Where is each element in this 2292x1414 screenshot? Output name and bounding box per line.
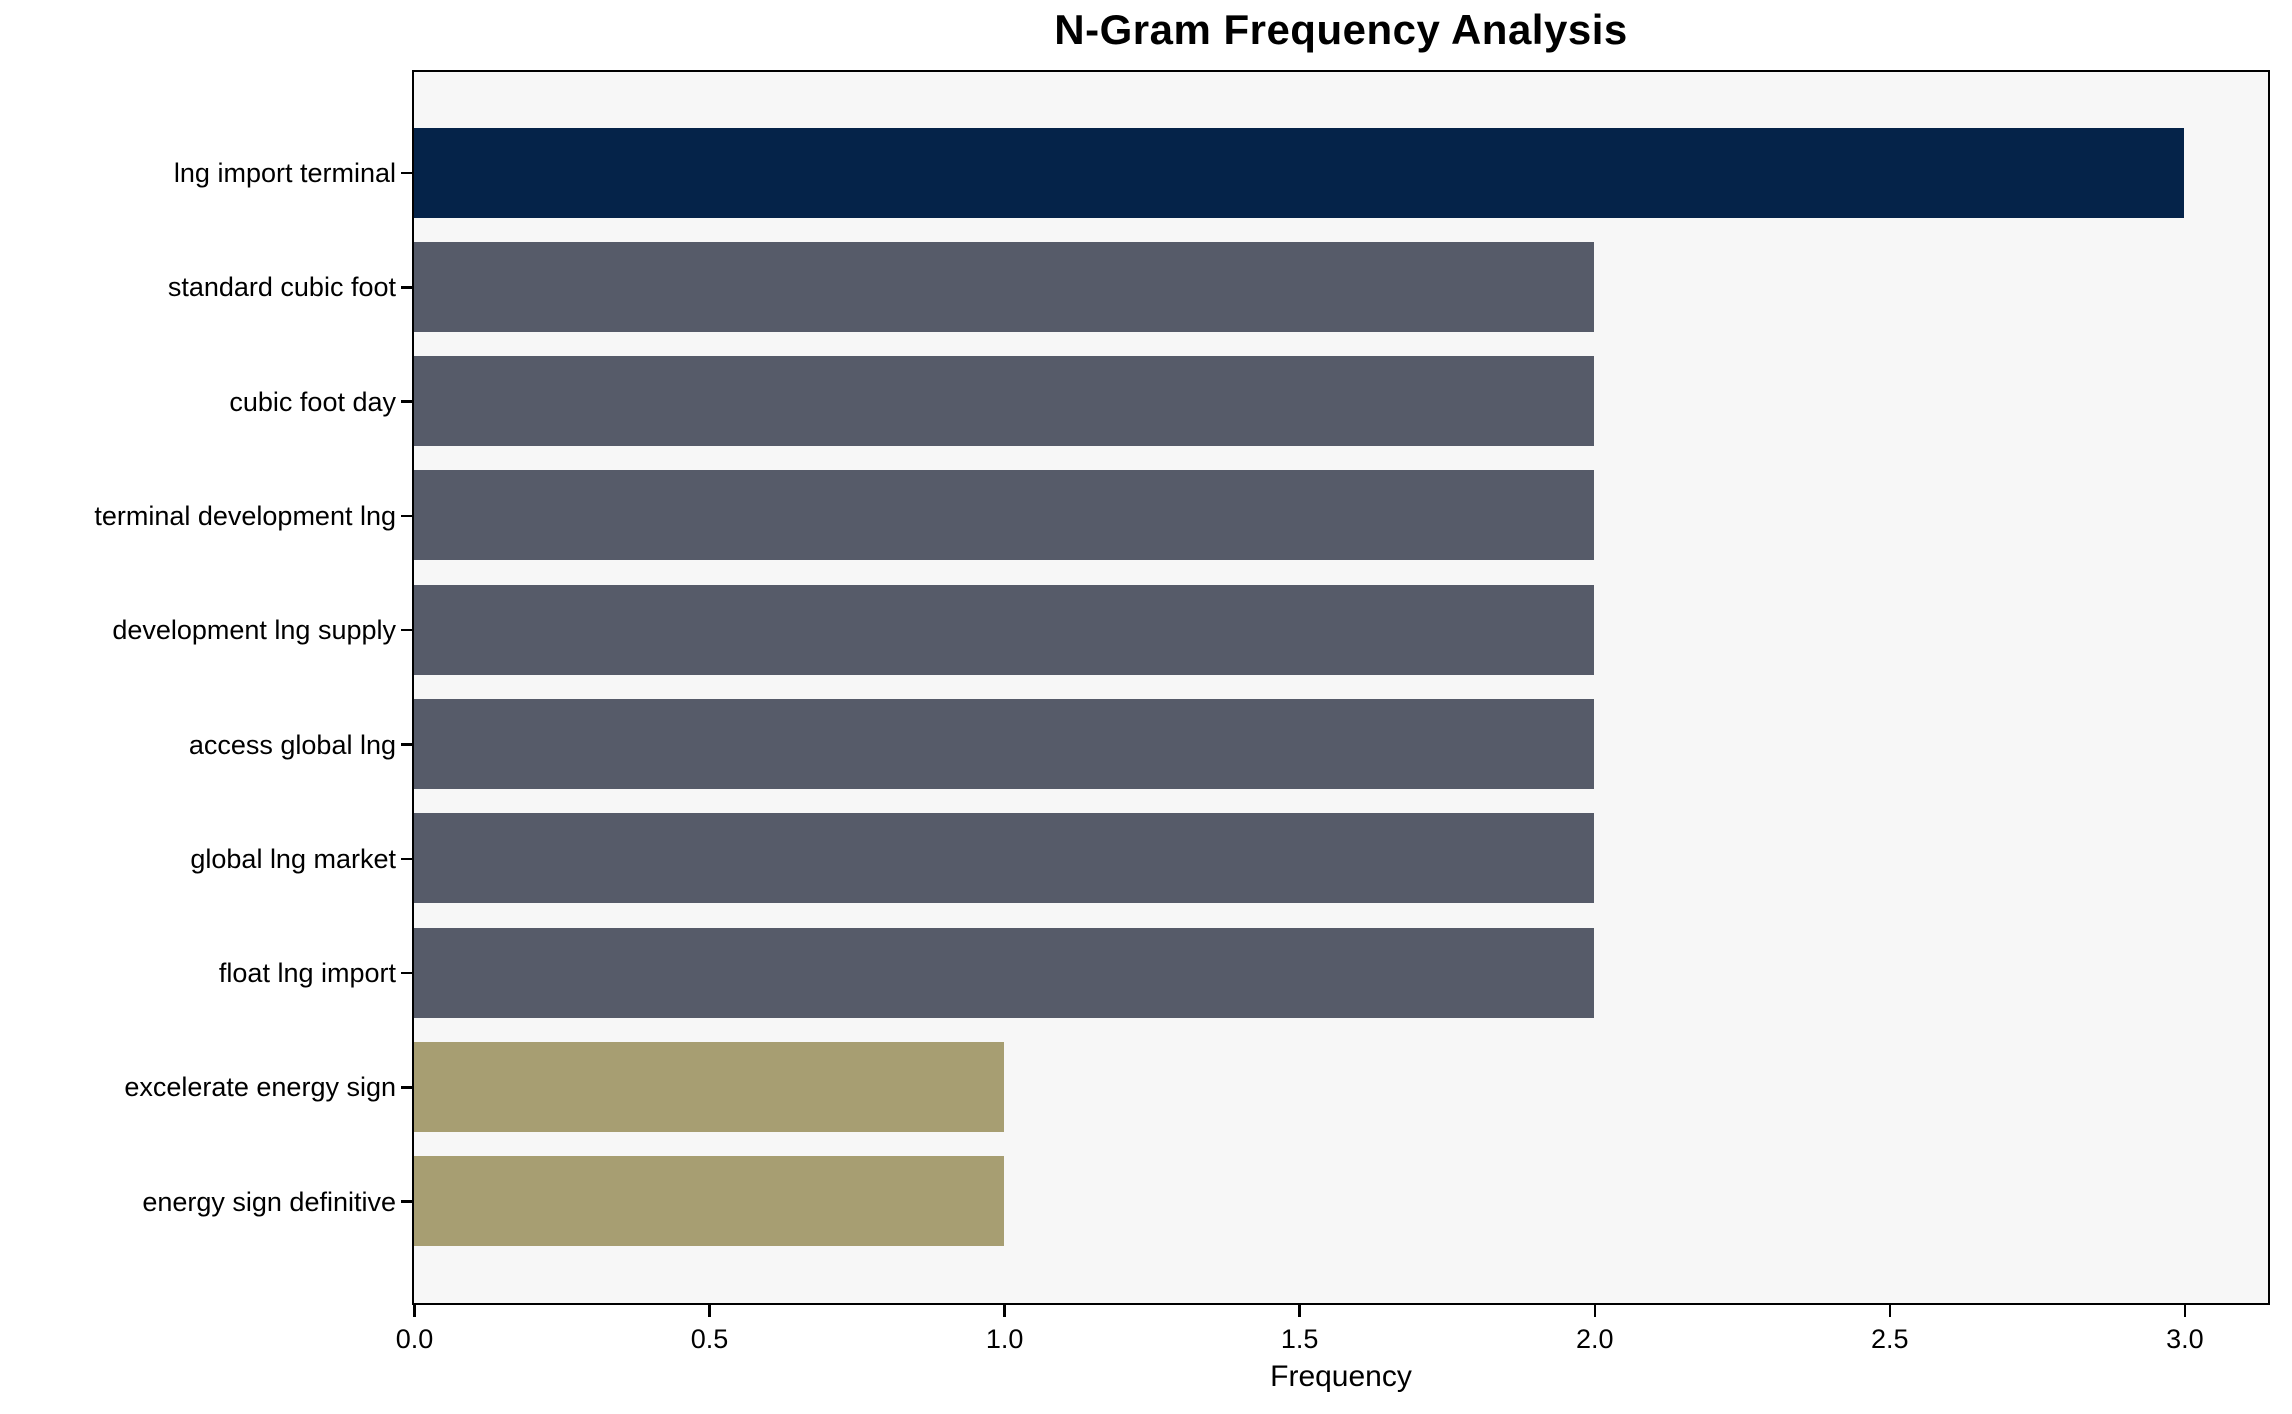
bar-standard-cubic-foot (414, 241, 1595, 332)
y-tick-label: excelerate energy sign (124, 1072, 396, 1103)
bar-row (414, 356, 2268, 447)
y-tick-label: terminal development lng (94, 500, 396, 531)
y-tick-mark (401, 1086, 412, 1089)
bar-float-lng-import (414, 927, 1595, 1018)
y-tick-mark (401, 514, 412, 518)
bar-row (414, 127, 2268, 218)
bar-row (414, 1041, 2268, 1132)
bar-development-lng-supply (414, 584, 1595, 675)
y-tick-mark (401, 743, 412, 746)
x-tick-label: 0.5 (690, 1324, 729, 1354)
x-tick-mark (2183, 1305, 2187, 1317)
x-tick-mark (708, 1305, 711, 1317)
x-tick-label: 3.0 (2166, 1324, 2204, 1354)
x-tick-mark (1593, 1305, 1596, 1317)
x-tick-label: 2.0 (1575, 1324, 1614, 1354)
y-tick-label: standard cubic foot (167, 272, 396, 303)
y-tick-mark (401, 171, 412, 175)
bar-global-lng-market (414, 813, 1595, 904)
x-tick-label: 2.5 (1871, 1324, 1909, 1354)
bar-row (414, 470, 2268, 561)
bar-row (414, 241, 2268, 332)
x-tick-label: 0.0 (395, 1324, 434, 1354)
bar-row (414, 584, 2268, 675)
y-tick-label: float lng import (218, 958, 396, 989)
y-tick-mark (401, 857, 412, 861)
y-tick-mark (401, 1200, 412, 1203)
y-tick-label: energy sign definitive (142, 1186, 396, 1217)
x-tick-mark (1298, 1305, 1301, 1317)
bar-energy-sign-definitive (414, 1156, 1005, 1247)
plot-area (412, 70, 2270, 1305)
y-tick-mark (401, 400, 412, 403)
chart-title: N-Gram Frequency Analysis (1054, 6, 1628, 53)
y-tick-label: global lng market (190, 843, 396, 874)
x-tick-mark (1888, 1305, 1892, 1317)
y-tick-label: lng import terminal (173, 158, 396, 188)
bar-excelerate-energy-sign (414, 1041, 1005, 1132)
x-tick-mark (1003, 1305, 1006, 1317)
y-tick-label: access global lng (188, 729, 396, 760)
y-tick-mark (401, 628, 412, 632)
x-axis-title: Frequency (1270, 1360, 1412, 1393)
bar-terminal-development-lng (414, 470, 1595, 561)
bar-row (414, 927, 2268, 1018)
bar-row (414, 1156, 2268, 1247)
x-tick-mark (413, 1305, 416, 1317)
y-tick-label: development lng supply (112, 615, 396, 646)
bar-cubic-foot-day (414, 356, 1595, 447)
bar-lng-import-terminal (414, 127, 2185, 218)
x-tick-label: 1.5 (1280, 1324, 1319, 1354)
bar-access-global-lng (414, 699, 1595, 789)
y-tick-mark (401, 971, 412, 975)
bar-row (414, 813, 2268, 904)
x-tick-label: 1.0 (985, 1324, 1024, 1354)
y-tick-mark (401, 286, 412, 289)
bar-row (414, 699, 2268, 789)
y-tick-label: cubic foot day (229, 386, 396, 417)
